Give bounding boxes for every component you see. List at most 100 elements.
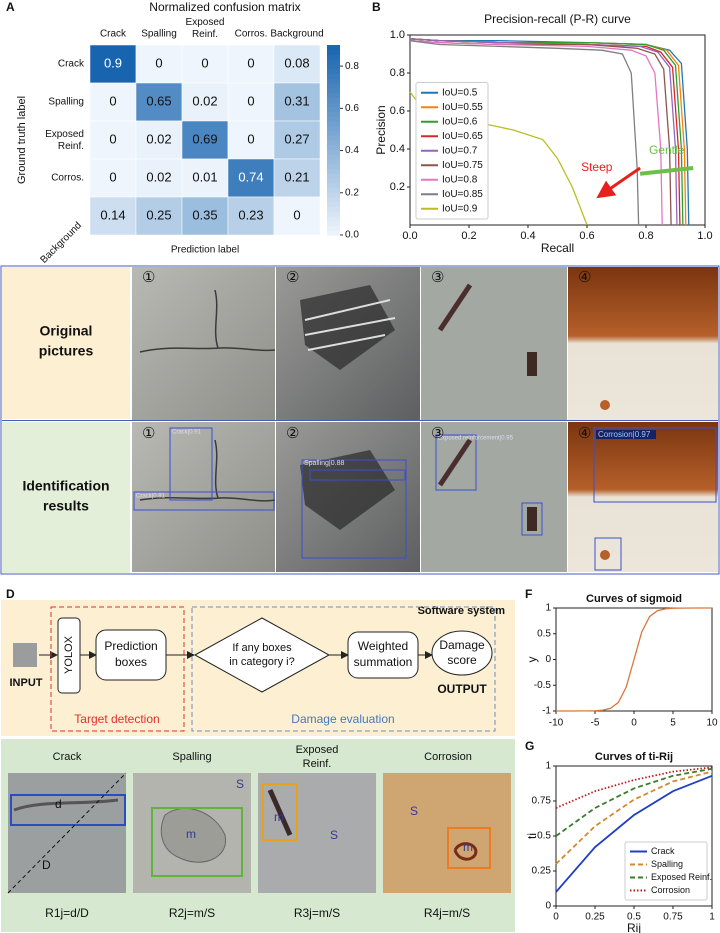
y-tick-label: 0.25 xyxy=(532,866,552,877)
cell xyxy=(273,120,321,160)
x-tick-label: 0.25 xyxy=(585,912,605,923)
legend xyxy=(624,841,708,901)
flowchart: Software system INPUT Target detection Y… xyxy=(1,600,515,736)
cell xyxy=(181,44,229,84)
rebar xyxy=(437,283,473,332)
cell xyxy=(227,158,275,198)
colorbar-step xyxy=(327,140,340,146)
node-label: score xyxy=(447,653,477,667)
colorbar-step xyxy=(327,135,340,141)
series-line xyxy=(409,40,640,226)
axis-label: Spalling xyxy=(141,29,177,40)
detection-label: Corrosion|0.97 xyxy=(598,430,651,439)
cell xyxy=(135,120,183,160)
colorbar-step xyxy=(327,225,340,231)
node-label: If any boxes xyxy=(232,642,292,654)
rust-spot xyxy=(600,550,610,560)
annotation: Steep xyxy=(581,160,613,174)
type-name: Reinf. xyxy=(303,758,332,770)
cell-label: 0.08 xyxy=(284,55,309,70)
y-axis-label: y xyxy=(525,657,539,663)
cell-label: 0.74 xyxy=(238,169,263,184)
x-tick-label: 1 xyxy=(709,912,715,923)
y-tick-label: 1.0 xyxy=(390,29,405,41)
photo-number: ③ xyxy=(431,425,444,442)
chart-title: Precision-recall (P-R) curve xyxy=(484,12,631,26)
cell xyxy=(89,82,137,122)
annotation: Gentle xyxy=(649,143,685,157)
colorbar-step xyxy=(327,154,340,160)
colorbar-step xyxy=(327,59,340,65)
node-label: YOLOX xyxy=(63,635,75,674)
detection-box xyxy=(521,502,543,536)
y-tick-label: 0 xyxy=(545,901,551,912)
box xyxy=(447,827,491,869)
series-line xyxy=(555,766,713,809)
x-tick-label: 0.4 xyxy=(520,230,535,242)
legend-label: Crack xyxy=(651,846,675,856)
y-tick-label: 0.4 xyxy=(390,143,405,155)
photo xyxy=(132,422,275,572)
crack xyxy=(13,798,119,812)
colorbar-step xyxy=(327,78,340,84)
photo xyxy=(421,267,567,420)
cell-label: 0.9 xyxy=(104,55,122,70)
detection-box xyxy=(593,427,717,503)
symbol: S xyxy=(330,828,338,842)
detection-label: Spalling|0.88 xyxy=(304,460,344,467)
panel-label: A xyxy=(6,0,15,14)
cell-label: 0.02 xyxy=(146,169,171,184)
cell-label: 0 xyxy=(109,169,116,184)
node-label: Weighted xyxy=(358,639,408,653)
axis-label: Background xyxy=(270,29,323,40)
node-label: boxes xyxy=(115,655,147,669)
input-image xyxy=(13,643,37,667)
type-name: Crack xyxy=(53,751,82,763)
row-bg xyxy=(2,267,130,419)
legend-label: IoU=0.55 xyxy=(442,102,483,113)
panel-label: B xyxy=(372,0,381,14)
cell xyxy=(273,196,321,236)
crack xyxy=(139,439,276,502)
colorbar-step xyxy=(327,68,340,74)
cell-label: 0.25 xyxy=(146,207,171,222)
detection-box xyxy=(435,434,477,491)
detection-box xyxy=(594,537,622,571)
panel-label: G xyxy=(525,739,534,753)
cell xyxy=(181,120,229,160)
legend-label: IoU=0.65 xyxy=(442,131,483,142)
colorbar-step xyxy=(327,201,340,207)
node xyxy=(431,630,493,676)
row-label: Identification xyxy=(22,478,109,494)
legend xyxy=(415,82,489,220)
cell xyxy=(227,120,275,160)
spall xyxy=(160,807,226,863)
detection-label: Exposed reinforcement|0.95 xyxy=(438,436,514,442)
colorbar-step xyxy=(327,102,340,108)
flow-title: Software system xyxy=(418,605,506,617)
chart-title: Curves of sigmoid xyxy=(586,593,682,605)
x-tick-label: 0.2 xyxy=(461,230,476,242)
rust xyxy=(453,842,478,861)
colorbar-step xyxy=(327,121,340,127)
x-tick-label: -5 xyxy=(591,718,600,729)
detection-label: Crack|0.91 xyxy=(172,430,202,436)
colorbar-step xyxy=(327,163,340,169)
row-label: pictures xyxy=(39,343,94,359)
node-label: in category i? xyxy=(229,656,294,668)
cell xyxy=(273,44,321,84)
colorbar-step xyxy=(327,144,340,150)
colorbar-step xyxy=(327,182,340,188)
y-tick-label: 1 xyxy=(545,761,551,772)
cell-label: 0.02 xyxy=(192,93,217,108)
photo-number: ② xyxy=(286,425,299,442)
damage-types: Crack Spalling Exposed Reinf. Corrosion … xyxy=(1,739,515,932)
colorbar-step xyxy=(327,187,340,193)
cell-label: 0 xyxy=(293,207,300,222)
colorbar-step xyxy=(327,192,340,198)
x-tick-label: 0.0 xyxy=(402,230,417,242)
axis-label: Crack xyxy=(100,29,127,40)
cell-label: 0 xyxy=(109,131,116,146)
legend-label: IoU=0.7 xyxy=(442,145,478,156)
x-tick-label: 1.0 xyxy=(697,230,712,242)
